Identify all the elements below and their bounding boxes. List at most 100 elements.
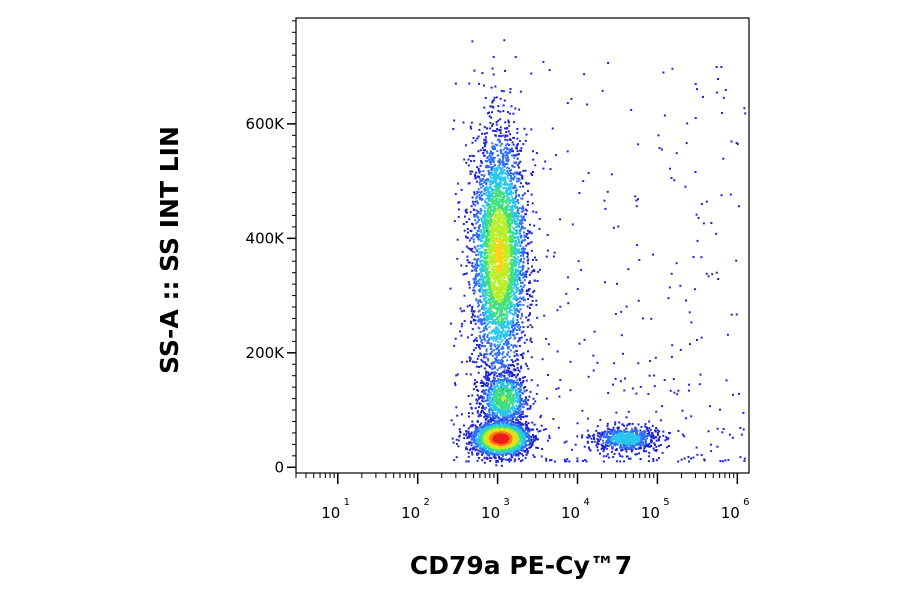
event-dot — [487, 359, 490, 362]
event-dot — [513, 175, 516, 178]
event-dot — [480, 340, 483, 343]
event-dot — [715, 271, 718, 274]
event-dot — [497, 387, 500, 390]
event-dot — [483, 251, 486, 254]
event-dot — [474, 442, 477, 445]
event-dot — [467, 431, 470, 434]
event-dot — [596, 442, 599, 445]
event-dot — [499, 144, 502, 147]
event-dot — [531, 441, 534, 444]
event-dot — [456, 373, 459, 376]
event-dot — [503, 384, 506, 387]
event-dot — [692, 256, 695, 258]
event-dot — [597, 440, 600, 443]
event-dot — [504, 386, 507, 388]
event-dot — [511, 275, 513, 278]
event-dot — [531, 265, 533, 268]
event-dot — [483, 175, 486, 178]
event-dot — [486, 127, 489, 130]
event-dot — [515, 180, 518, 183]
event-dot — [516, 318, 519, 321]
event-dot — [500, 450, 503, 453]
event-dot — [492, 156, 495, 159]
event-dot — [520, 431, 523, 434]
event-dot — [500, 320, 503, 323]
event-dot — [504, 406, 507, 409]
event-dot — [501, 170, 504, 173]
event-dot — [635, 199, 638, 202]
event-dot — [483, 276, 486, 279]
event-dot — [465, 373, 468, 376]
event-dot — [483, 305, 486, 308]
event-dot — [513, 384, 516, 387]
event-dot — [502, 148, 505, 151]
event-dot — [487, 187, 490, 190]
event-dot — [495, 390, 498, 393]
event-dot — [481, 396, 484, 399]
event-dot — [473, 213, 476, 216]
event-dot — [472, 203, 475, 206]
event-dot — [511, 205, 514, 208]
event-dot — [614, 421, 617, 424]
event-dot — [490, 392, 493, 395]
event-dot — [511, 226, 514, 229]
event-dot — [495, 329, 498, 332]
event-dot — [526, 428, 529, 431]
event-dot — [502, 379, 505, 382]
event-dot — [520, 258, 523, 261]
event-dot — [472, 286, 475, 289]
event-dot — [483, 106, 486, 109]
event-dot — [509, 199, 511, 201]
event-dot — [520, 403, 523, 406]
event-dot — [483, 367, 486, 370]
event-dot — [494, 85, 497, 88]
event-dot — [503, 99, 506, 102]
event-dot — [513, 460, 516, 463]
event-dot — [620, 448, 623, 451]
event-dot — [664, 439, 667, 442]
event-dot — [619, 433, 622, 436]
event-dot — [471, 448, 474, 451]
event-dot — [549, 168, 552, 171]
event-dot — [508, 300, 511, 303]
event-dot — [602, 455, 605, 458]
event-dot — [606, 444, 609, 447]
event-dot — [504, 135, 507, 138]
event-dot — [510, 419, 513, 422]
event-dot — [489, 197, 492, 200]
event-dot — [486, 393, 489, 396]
event-dot — [496, 334, 499, 337]
event-dot — [548, 434, 551, 437]
event-dot — [620, 433, 623, 436]
event-dot — [512, 319, 514, 322]
event-dot — [586, 103, 589, 106]
event-dot — [523, 239, 526, 242]
event-dot — [587, 433, 590, 436]
event-dot — [512, 143, 515, 146]
event-dot — [463, 158, 466, 161]
event-dot — [474, 424, 477, 427]
event-dot — [512, 328, 515, 331]
event-dot — [703, 458, 706, 461]
event-dot — [485, 183, 488, 185]
event-dot — [535, 299, 538, 302]
event-dot — [507, 370, 510, 373]
event-dot — [518, 412, 521, 415]
event-dot — [669, 389, 672, 392]
event-dot — [604, 207, 607, 210]
event-dot — [483, 132, 486, 135]
event-dot — [516, 153, 519, 156]
event-dot — [489, 302, 492, 305]
event-dot — [473, 193, 476, 196]
event-dot — [510, 206, 513, 209]
event-dot — [514, 445, 517, 448]
event-dot — [468, 449, 471, 451]
event-dot — [491, 153, 494, 156]
event-dot — [482, 329, 485, 332]
event-dot — [526, 364, 528, 367]
event-dot — [483, 285, 486, 288]
event-dot — [493, 454, 496, 456]
event-dot — [493, 96, 496, 99]
event-dot — [466, 336, 469, 339]
event-dot — [499, 183, 502, 186]
